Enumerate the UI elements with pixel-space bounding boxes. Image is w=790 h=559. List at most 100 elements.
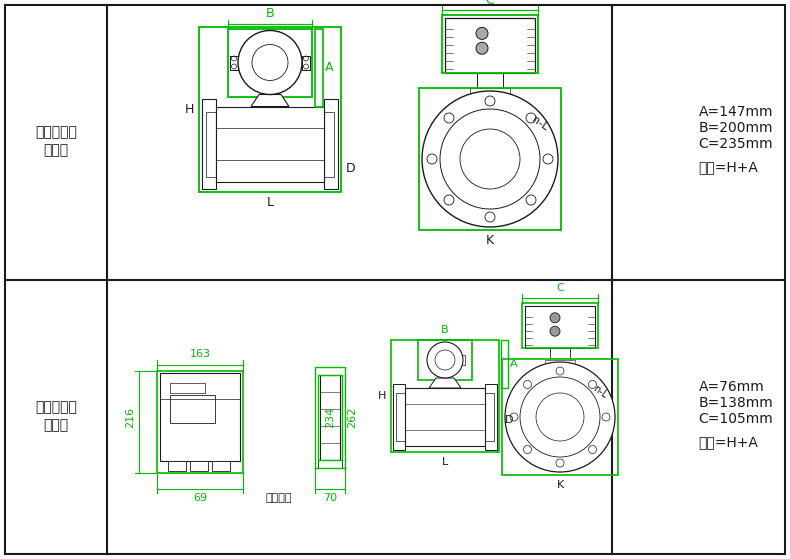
Circle shape (526, 113, 536, 123)
Text: 分体型: 分体型 (43, 418, 69, 432)
Bar (485, 393, 494, 441)
Bar (440, 356, 450, 365)
Circle shape (444, 113, 454, 123)
Circle shape (476, 42, 488, 54)
Text: D: D (505, 415, 514, 425)
Bar (522, 303, 598, 348)
Bar (206, 111, 216, 177)
Text: C=105mm: C=105mm (698, 412, 773, 426)
Bar (405, 388, 485, 446)
Bar (550, 348, 570, 362)
Text: 70: 70 (323, 493, 337, 503)
Bar (302, 55, 310, 69)
Text: n-L: n-L (530, 115, 550, 133)
Text: 总高=H+A: 总高=H+A (698, 160, 758, 174)
Text: 234: 234 (325, 406, 335, 428)
Circle shape (422, 91, 558, 227)
Circle shape (543, 154, 553, 164)
Bar (315, 367, 345, 467)
Circle shape (485, 96, 495, 106)
Bar (157, 371, 243, 473)
Bar (202, 99, 216, 189)
Text: B: B (441, 325, 449, 335)
Text: A=147mm: A=147mm (698, 106, 773, 120)
Text: K: K (556, 480, 563, 490)
Bar (324, 99, 338, 189)
Circle shape (505, 362, 615, 472)
Bar (318, 459, 342, 467)
Bar (324, 111, 334, 177)
Text: H: H (378, 391, 386, 401)
Circle shape (485, 212, 495, 222)
Circle shape (444, 195, 454, 205)
Bar (170, 383, 205, 393)
Bar (477, 73, 503, 91)
Circle shape (550, 312, 560, 323)
Text: H: H (184, 103, 194, 116)
Bar (230, 55, 238, 69)
Text: D: D (346, 162, 356, 174)
Text: C: C (486, 0, 495, 7)
Text: 262: 262 (347, 406, 357, 428)
Bar (502, 359, 618, 475)
Circle shape (550, 326, 560, 336)
Circle shape (427, 342, 463, 378)
Circle shape (238, 31, 302, 94)
Text: 69: 69 (193, 493, 207, 503)
Text: A: A (510, 359, 517, 369)
Text: B=200mm: B=200mm (698, 121, 773, 135)
Text: B: B (265, 7, 274, 20)
Bar (315, 29, 323, 107)
Text: A: A (325, 61, 333, 74)
Bar (168, 461, 186, 471)
Bar (199, 26, 341, 192)
Text: 总高=H+A: 总高=H+A (698, 435, 758, 449)
Text: n-L: n-L (591, 383, 609, 400)
Text: 216: 216 (125, 406, 135, 428)
Bar (445, 18, 535, 73)
Circle shape (476, 27, 488, 39)
Text: 一体型: 一体型 (43, 144, 69, 158)
Bar (485, 384, 497, 450)
Bar (393, 384, 405, 450)
Text: B=138mm: B=138mm (698, 396, 773, 410)
Text: L: L (266, 196, 273, 209)
Polygon shape (429, 378, 461, 388)
Polygon shape (251, 94, 289, 107)
Bar (190, 461, 208, 471)
Text: L: L (442, 457, 448, 467)
Circle shape (556, 459, 564, 467)
Circle shape (526, 195, 536, 205)
Bar (545, 360, 575, 366)
Text: 电磁流量计: 电磁流量计 (35, 400, 77, 414)
Bar (318, 375, 342, 459)
Bar (470, 88, 510, 96)
Bar (525, 306, 595, 348)
Text: 电磁流量计: 电磁流量计 (35, 126, 77, 140)
Circle shape (589, 446, 596, 453)
Bar (419, 88, 561, 230)
Text: C=235mm: C=235mm (698, 138, 773, 151)
Bar (396, 393, 405, 441)
Text: A=76mm: A=76mm (698, 380, 764, 394)
Text: C: C (556, 283, 564, 293)
Bar (418, 340, 472, 380)
Bar (320, 375, 340, 459)
Text: 分体表头: 分体表头 (265, 493, 292, 503)
Bar (212, 461, 230, 471)
Bar (160, 373, 240, 461)
Bar (391, 340, 499, 452)
Circle shape (524, 381, 532, 389)
Bar (501, 340, 508, 388)
Text: 163: 163 (190, 349, 210, 359)
Circle shape (427, 154, 437, 164)
Circle shape (602, 413, 610, 421)
Bar (216, 107, 324, 182)
Bar (170, 395, 215, 423)
Bar (261, 55, 279, 70)
Text: K: K (486, 234, 494, 247)
Bar (442, 15, 538, 73)
Circle shape (510, 413, 518, 421)
Circle shape (524, 446, 532, 453)
Bar (228, 29, 312, 97)
